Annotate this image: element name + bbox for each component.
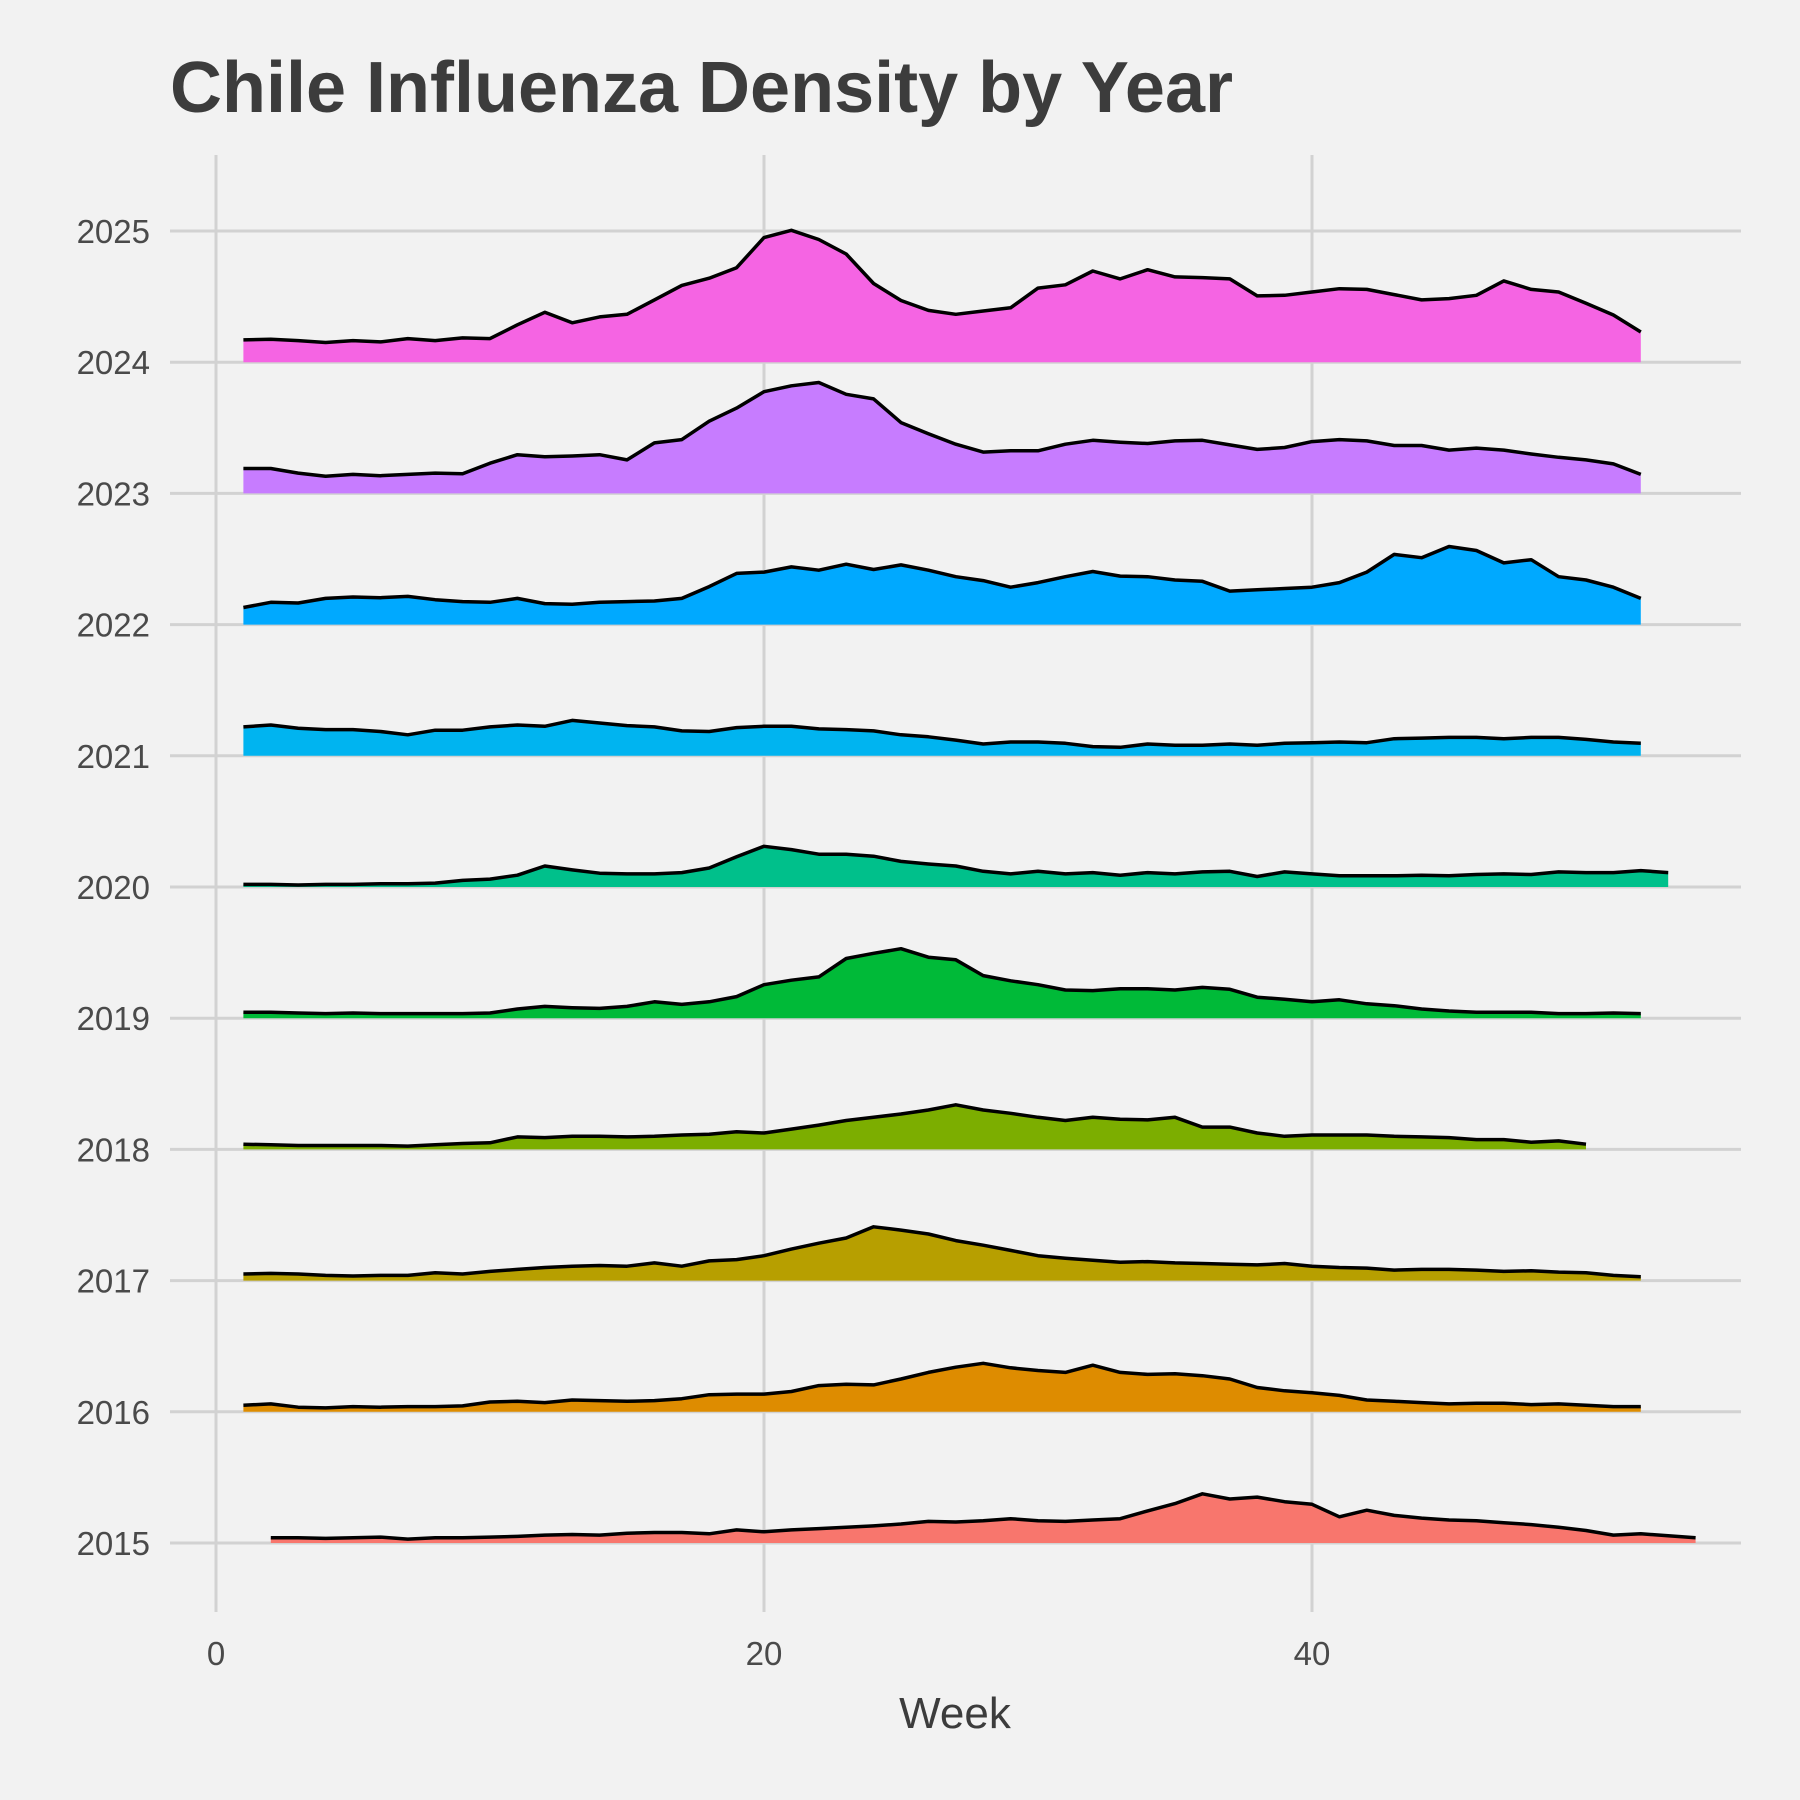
ridge-line-2024: [243, 228, 1642, 345]
y-tick-label-2017: 2017: [77, 1263, 150, 1300]
ridge-area-2023: [243, 382, 1641, 494]
ridge-2024: [243, 228, 1642, 363]
ridge-line-2015: [270, 1492, 1696, 1541]
ridge-2022: [243, 544, 1642, 625]
ridge-area-2024: [243, 230, 1641, 363]
y-tick-label-2021: 2021: [77, 738, 150, 775]
y-tick-label-2018: 2018: [77, 1131, 150, 1168]
y-tick-label-2023: 2023: [77, 475, 150, 512]
ridge-area-2016: [243, 1363, 1641, 1412]
x-axis-label: Week: [899, 1689, 1012, 1738]
ridges: [243, 228, 1696, 1543]
y-tick-label-2019: 2019: [77, 1000, 150, 1037]
ridge-line-2021: [243, 718, 1641, 750]
x-tick-label-0: 0: [207, 1635, 225, 1672]
ridge-area-2018: [243, 1104, 1586, 1150]
y-tick-label-2015: 2015: [77, 1525, 150, 1562]
ridge-2019: [243, 946, 1641, 1019]
ridge-line-2018: [243, 1103, 1587, 1148]
tick-labels: 0 20 40 2015 2016 2017 2018 2019 2020 2021 2022 202…: [77, 213, 1331, 1672]
y-tick-label-2022: 2022: [77, 607, 150, 644]
ridge-line-2019: [243, 946, 1641, 1016]
ridge-area-2022: [243, 546, 1641, 625]
ridge-2017: [243, 1225, 1641, 1281]
ridge-2020: [243, 844, 1669, 887]
ridge-2018: [243, 1103, 1587, 1150]
y-tick-label-2025: 2025: [77, 213, 150, 250]
ridge-line-2023: [243, 380, 1642, 479]
chart-title: Chile Influenza Density by Year: [170, 48, 1233, 128]
ridge-2016: [243, 1361, 1641, 1412]
ridge-line-2020: [243, 844, 1669, 887]
ridge-area-2015: [270, 1493, 1696, 1543]
ridge-area-2021: [243, 720, 1641, 756]
y-tick-label-2020: 2020: [77, 869, 150, 906]
ridge-2015: [270, 1492, 1696, 1543]
ridge-line-2022: [243, 544, 1642, 610]
y-tick-label-2016: 2016: [77, 1394, 150, 1431]
ridge-line-2016: [243, 1361, 1641, 1410]
ridge-line-2017: [243, 1225, 1641, 1279]
ridge-2023: [243, 380, 1642, 494]
x-tick-label-20: 20: [746, 1635, 783, 1672]
y-tick-label-2024: 2024: [77, 344, 150, 381]
ridge-2021: [243, 718, 1641, 756]
x-tick-label-40: 40: [1294, 1635, 1331, 1672]
